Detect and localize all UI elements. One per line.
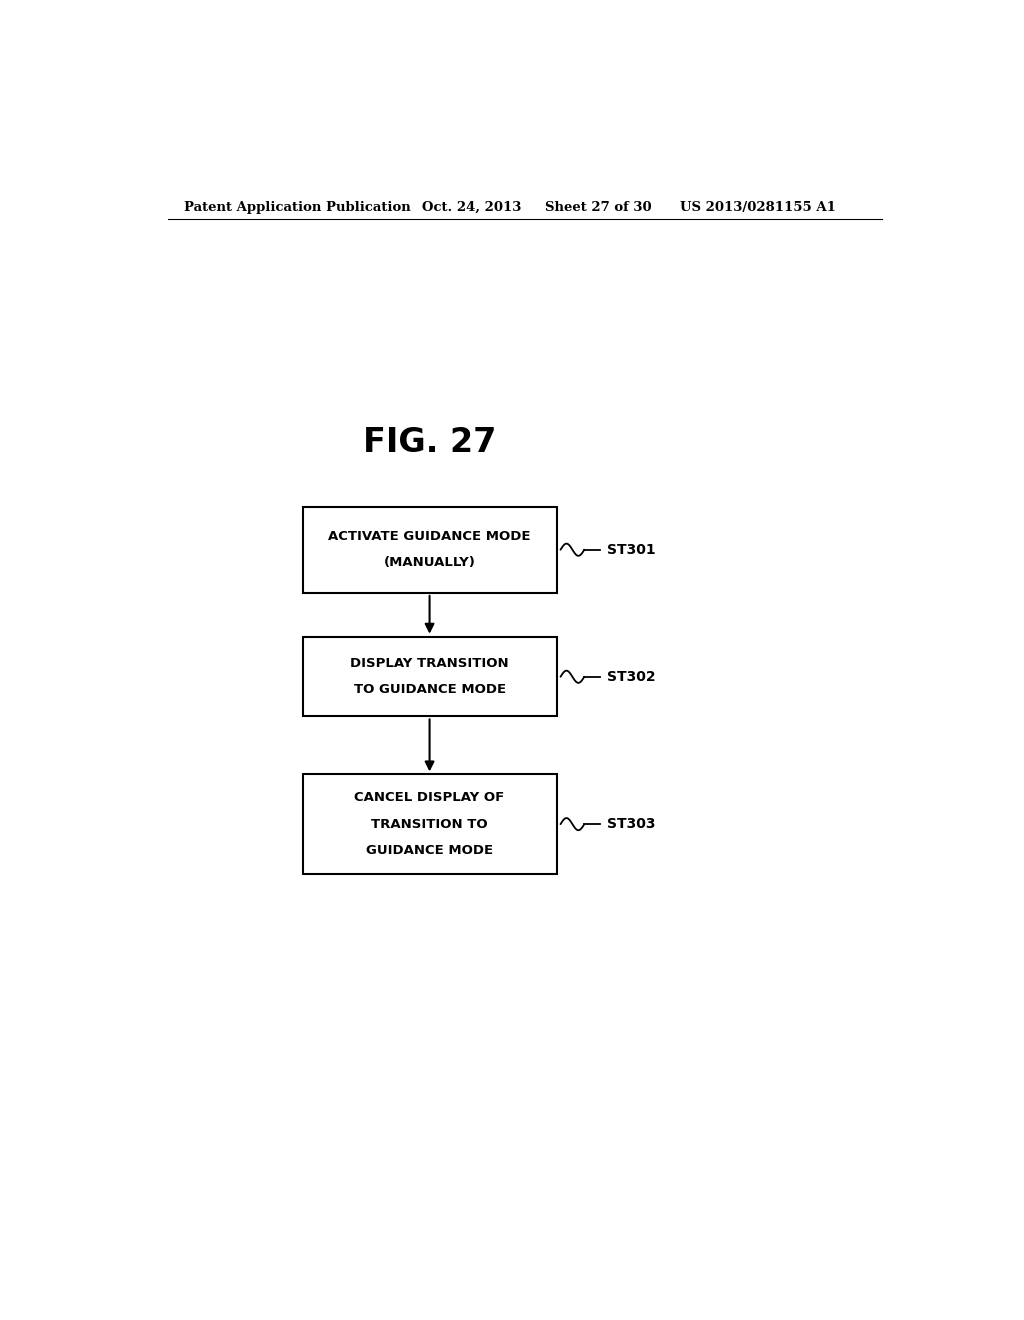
Text: TRANSITION TO: TRANSITION TO <box>372 817 487 830</box>
Bar <box>303 775 557 874</box>
Text: Sheet 27 of 30: Sheet 27 of 30 <box>545 201 651 214</box>
Text: ST303: ST303 <box>606 817 655 832</box>
Text: Oct. 24, 2013: Oct. 24, 2013 <box>422 201 521 214</box>
Text: TO GUIDANCE MODE: TO GUIDANCE MODE <box>353 684 506 697</box>
Text: ACTIVATE GUIDANCE MODE: ACTIVATE GUIDANCE MODE <box>329 531 530 543</box>
Text: CANCEL DISPLAY OF: CANCEL DISPLAY OF <box>354 791 505 804</box>
Text: ST301: ST301 <box>606 543 655 557</box>
Bar <box>303 507 557 593</box>
Text: ST302: ST302 <box>606 669 655 684</box>
Text: FIG. 27: FIG. 27 <box>362 426 497 459</box>
Bar <box>303 638 557 717</box>
Text: (MANUALLY): (MANUALLY) <box>384 557 475 569</box>
Text: US 2013/0281155 A1: US 2013/0281155 A1 <box>680 201 836 214</box>
Text: Patent Application Publication: Patent Application Publication <box>183 201 411 214</box>
Text: DISPLAY TRANSITION: DISPLAY TRANSITION <box>350 657 509 671</box>
Text: GUIDANCE MODE: GUIDANCE MODE <box>366 843 494 857</box>
